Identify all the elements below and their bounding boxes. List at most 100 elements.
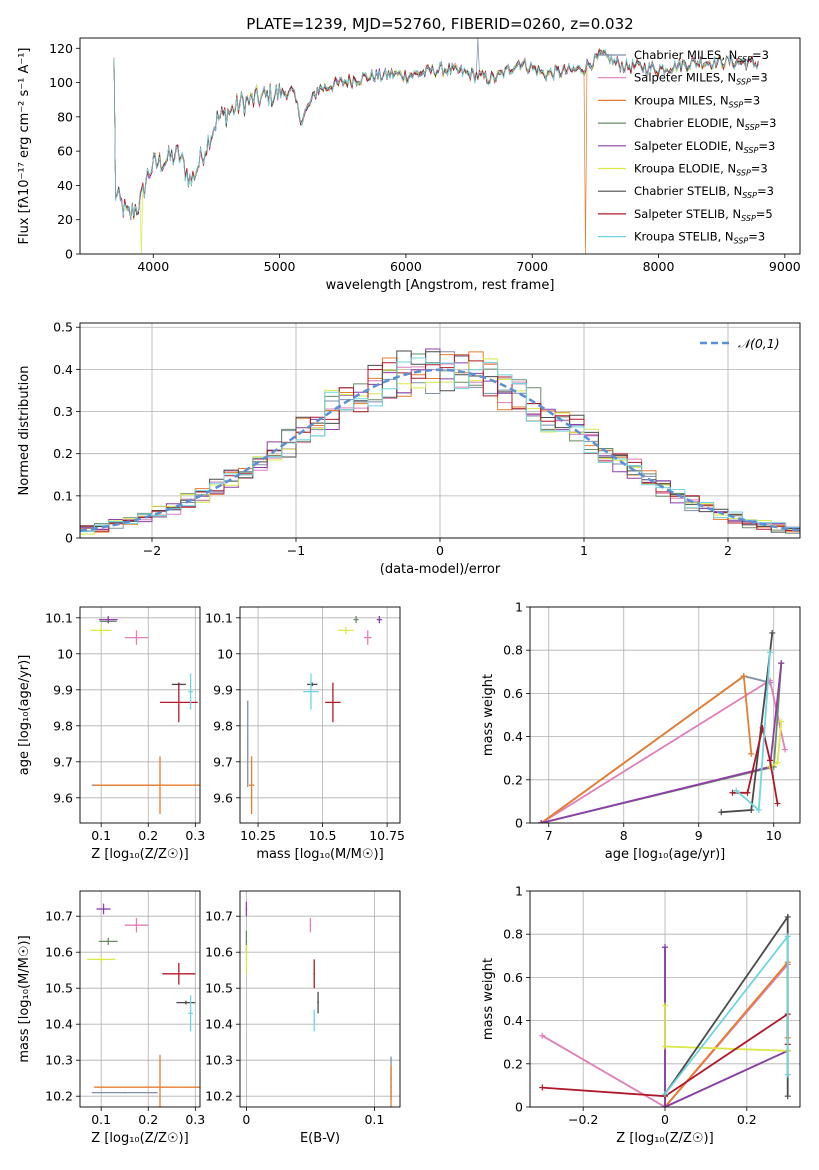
weight-marker [784, 913, 791, 920]
x-tick-label: 10.75 [369, 828, 405, 843]
axes-frame [79, 37, 801, 255]
y-tick-label: 9.9 [53, 682, 73, 697]
y-tick-label: 9.6 [213, 790, 233, 805]
y-tick-label: 0.2 [503, 772, 523, 787]
x-tick-label: 1 [580, 543, 588, 558]
y-tick-label: 1 [515, 884, 523, 899]
weight-marker [662, 1002, 668, 1009]
x-tick-label: 0.3 [185, 1112, 205, 1127]
y-tick-label: 10.2 [205, 1089, 233, 1104]
weight-marker [774, 759, 781, 766]
data-point [345, 629, 347, 632]
y-tick-label: 0 [515, 816, 523, 831]
y-axis-label: mass weight [481, 958, 496, 1040]
axes-frame [79, 890, 201, 1108]
x-tick-label: 6000 [390, 259, 422, 274]
legend-label: Chabrier MILES, NSSP=3 [634, 48, 769, 64]
data-point [317, 1001, 319, 1004]
panel-age_vs_Z: 0.1 0.2 0.3 9.6 9.7 9.8 9.9 10 10.1 Z [log₁₀(Z/Z☉… [17, 606, 205, 862]
weight-marker [778, 660, 785, 667]
weight-marker [538, 820, 545, 823]
data-point [310, 690, 312, 693]
y-tick-label: 10.3 [205, 1053, 233, 1068]
y-tick-label: 10.7 [205, 909, 233, 924]
data-point [245, 958, 248, 961]
weight-marker [778, 718, 785, 725]
x-tick-label: 10.25 [240, 828, 276, 843]
x-tick-label: 0 [242, 1112, 250, 1127]
y-axis-label: Normed distribution [17, 366, 32, 496]
x-tick-label: 10 [766, 828, 782, 843]
x-axis-label: Z [log₁₀(Z/Z☉)] [91, 1131, 188, 1146]
legend-label: Chabrier STELIB, NSSP=3 [634, 184, 774, 200]
x-axis-label: Z [log₁₀(Z/Z☉)] [91, 847, 188, 862]
weight-marker [784, 1093, 791, 1100]
data-point [250, 784, 253, 786]
x-tick-label: 7 [545, 828, 553, 843]
legend-label: Chabrier ELODIE, NSSP=3 [634, 116, 776, 132]
weight-marker [539, 1032, 546, 1039]
panel-weight_vs_age: 7 8 9 10 0 0.2 0.4 0.6 0.8 1 age [log₁₀(age/yr)] ma… [481, 600, 801, 862]
x-tick-label: −1 [287, 543, 305, 558]
data-point [100, 629, 102, 632]
x-tick-label: −0.2 [568, 1112, 598, 1127]
plot-area-spectrum [113, 38, 759, 254]
weight-marker [718, 809, 725, 816]
weight-line-salpeter-miles [541, 963, 789, 1107]
weight-marker [539, 1084, 546, 1091]
weight-marker [662, 944, 668, 951]
x-axis-label: age [log₁₀(age/yr)] [605, 847, 726, 862]
y-tick-label: 10 [217, 646, 233, 661]
y-tick-label: 10.5 [205, 981, 233, 996]
y-axis-label: mass weight [481, 674, 496, 756]
plot-area-mass_vs_ebv [245, 901, 392, 1107]
y-tick-label: 10.3 [45, 1053, 73, 1068]
y-tick-label: 0.2 [503, 1056, 523, 1071]
y-tick-label: 10.6 [205, 945, 233, 960]
y-tick-label: 40 [57, 178, 73, 193]
x-tick-label: 0 [436, 543, 444, 558]
data-point [313, 973, 316, 975]
weight-marker [733, 787, 740, 794]
chart-layer: 4000 5000 6000 7000 8000 9000020406080100120w… [17, 37, 801, 1146]
legend-label: Salpeter ELODIE, NSSP=3 [634, 139, 775, 155]
y-tick-label: 10.2 [45, 1089, 73, 1104]
weight-line-salpeter-elodie [664, 947, 789, 1107]
panel-age_vs_mass: 10.25 10.5 10.75 9.6 9.7 9.8 9.9 10 10.1 mass [lo… [205, 606, 405, 862]
data-point [332, 701, 334, 704]
data-point [245, 908, 248, 910]
x-tick-label: 0.3 [185, 828, 205, 843]
y-tick-label: 10.5 [45, 981, 73, 996]
x-axis-label: wavelength [Angstrom, rest frame] [326, 278, 555, 293]
axes-frame [79, 322, 801, 539]
x-axis-label: E(B-V) [300, 1131, 340, 1146]
data-point [189, 1012, 192, 1015]
y-tick-label: 9.9 [213, 682, 233, 697]
x-tick-label: 0.1 [91, 1112, 111, 1127]
y-tick-label: 0.3 [53, 404, 73, 419]
x-tick-label: 9 [695, 828, 703, 843]
x-tick-label: 7000 [516, 259, 548, 274]
histogram-kroupa-stelib [80, 357, 800, 538]
data-point [355, 618, 357, 621]
y-axis-label: Flux [fλ10⁻¹⁷ erg cm⁻² s⁻¹ A⁻¹] [17, 48, 32, 245]
y-tick-label: 9.8 [213, 718, 233, 733]
y-tick-label: 100 [49, 75, 73, 90]
data-point [100, 958, 102, 961]
y-tick-label: 0.1 [53, 488, 73, 503]
panel-mass_vs_Z: 0.1 0.2 0.3 10.2 10.3 10.4 10.5 10.6 10.7 Z [log₁… [17, 890, 205, 1146]
weight-marker [784, 1071, 791, 1078]
data-point [311, 683, 314, 686]
x-tick-label: 0.2 [138, 1112, 158, 1127]
y-tick-label: 1 [515, 600, 523, 615]
weight-marker [662, 1091, 668, 1098]
plot-area-weight_vs_Z [539, 913, 791, 1107]
data-point [107, 940, 110, 943]
y-tick-label: 9.7 [213, 754, 233, 769]
plot-area-mass_vs_Z [87, 903, 200, 1107]
y-tick-label: 0 [515, 1100, 523, 1115]
x-tick-label: 0.1 [364, 1112, 384, 1127]
legend-label: Kroupa STELIB, NSSP=3 [634, 230, 765, 246]
data-point [246, 743, 249, 745]
